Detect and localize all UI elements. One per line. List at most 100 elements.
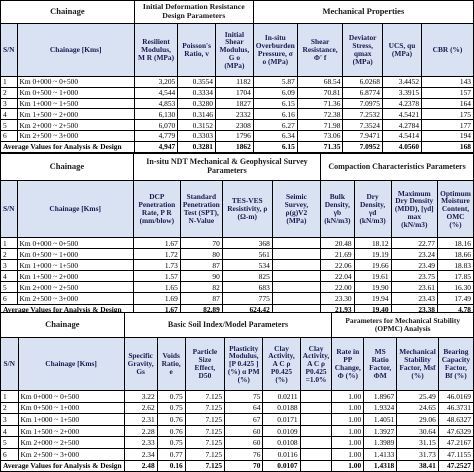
table-cell: 7.125 xyxy=(184,401,226,415)
table-cell: 1.67 xyxy=(132,236,181,250)
table-row: 1 Km 0+000 ~ 0+500 3.22 0.75 7.125 75 0.0211 1.… xyxy=(0,390,474,403)
table-cell: 17.85 xyxy=(436,270,474,283)
table-cell: 2.33 xyxy=(123,436,158,449)
row-sn: 3 xyxy=(0,413,19,426)
compaction-group-header: Compaction Characteristics Parameters xyxy=(320,153,474,181)
row-chainage: Km 1+000 ~ 1+500 xyxy=(16,97,135,110)
average-label: Average Values for Analysis & Design xyxy=(0,459,125,472)
table-row: 5 Km 2+000 ~ 2+500 1.65 82 683 22.00 19.90 23.6… xyxy=(0,281,474,294)
table-cell: 1.00 xyxy=(331,447,365,461)
table-cell xyxy=(299,390,333,403)
table-cell: 1.65 xyxy=(132,281,181,294)
table-cell: 80 xyxy=(179,248,223,261)
table-cell: 67 xyxy=(224,413,264,426)
row-chainage: Km 0+500 ~ 1+000 xyxy=(16,86,135,99)
table-cell: 6.15 xyxy=(252,97,298,110)
row-chainage: Km 0+000 ~ 0+500 xyxy=(16,236,134,250)
average-cell: 4.0560 xyxy=(381,140,423,153)
table-cell: 0.75 xyxy=(156,390,186,403)
table-cell: 19.66 xyxy=(353,259,392,272)
row-sn: 3 xyxy=(0,259,18,272)
table-cell xyxy=(271,259,322,272)
table-cell: 6.0268 xyxy=(342,76,383,88)
row-chainage: Km 1+000 ~ 1+500 xyxy=(16,259,134,272)
table-cell: 31.15 xyxy=(396,436,439,449)
table-cell: 22.04 xyxy=(320,270,355,283)
col-header: Resilient Modulus, M R (MPa) xyxy=(133,23,179,77)
row-chainage: Km 2+000 ~ 2+500 xyxy=(16,119,135,131)
table-cell: 1.00 xyxy=(331,436,365,449)
table-cell: 177 xyxy=(421,119,474,131)
table-cell: 7.2532 xyxy=(342,108,383,121)
average-cell: 0.0107 xyxy=(262,459,301,472)
table-cell: 5.87 xyxy=(252,76,298,88)
table-cell: 82 xyxy=(179,281,223,294)
col-header: Clay Activity, A C ρ P0.425 (%) xyxy=(262,337,301,391)
table-cell: 46.0169 xyxy=(437,390,474,403)
table-cell: 24.65 xyxy=(396,401,439,415)
deformation-group-header: Initial Deformation Resistance Design Pa… xyxy=(133,0,254,24)
row-chainage: Km 2+000 ~ 2+500 xyxy=(17,436,125,449)
table-cell: 1827 xyxy=(214,97,254,110)
average-cell: 0.16 xyxy=(156,459,186,472)
col-header: Bearing Capacity Factor, Bf (%) xyxy=(437,337,474,391)
row-sn: 2 xyxy=(0,248,18,261)
table-cell: 534 xyxy=(221,259,273,272)
col-header: Particle Size Effect, D50 xyxy=(184,337,226,391)
table-cell: 2.62 xyxy=(123,401,158,415)
average-row: Average Values for Analysis & Design 4,94… xyxy=(0,140,474,153)
table-cell: 164 xyxy=(421,97,474,110)
table-cell: 23.49 xyxy=(390,259,438,272)
table-row: 6 Km 2+500 ~ 3+000 2.34 0.77 7.125 76 0.0116 1.… xyxy=(0,447,474,461)
table-cell: 6.34 xyxy=(252,129,298,142)
table-row: 3 Km 1+000 ~ 1+500 4,853 0.3280 1827 6.15 71.3… xyxy=(0,97,474,110)
row-chainage: Km 2+500 ~ 3+000 xyxy=(17,447,125,461)
col-header: Poisson's Ratio, v xyxy=(177,23,216,77)
table-cell: 1.3927 xyxy=(363,424,398,438)
table-cell: 25.49 xyxy=(396,390,439,403)
table-cell: 2.28 xyxy=(123,424,158,438)
row-sn: 4 xyxy=(0,424,19,438)
col-header: Specific Gravity, Gs xyxy=(123,337,158,391)
table-cell: 64 xyxy=(224,401,264,415)
table-cell: 4.5421 xyxy=(381,108,423,121)
table-cell: 73.06 xyxy=(296,129,344,142)
table-cell: 775 xyxy=(221,292,273,305)
row-chainage: Km 2+000 ~ 2+500 xyxy=(16,281,134,294)
table-ndt-compaction: Chainage In-situ NDT Mechanical & Geophy… xyxy=(0,153,474,316)
col-header: Voids Ratio, e xyxy=(156,337,186,391)
table-cell: 18.12 xyxy=(353,236,392,250)
index-group-header: Basic Soil Index/Model Parameters xyxy=(123,312,333,338)
table-cell: 20.48 xyxy=(320,236,355,250)
table-cell xyxy=(271,236,322,250)
table-cell: 0.0108 xyxy=(262,436,301,449)
table-cell: 6.09 xyxy=(252,86,298,99)
table-mechanical-properties: Chainage Initial Deformation Resistance … xyxy=(0,0,474,153)
table-cell: 0.3146 xyxy=(177,108,216,121)
table-cell: 7.3524 xyxy=(342,119,383,131)
table-cell: 47.1155 xyxy=(437,447,474,461)
table-cell: 4,779 xyxy=(133,129,179,142)
table-cell xyxy=(271,292,322,305)
table-cell: 0.0171 xyxy=(262,413,301,426)
table-cell: 4.2378 xyxy=(381,97,423,110)
table-cell: 31.73 xyxy=(396,447,439,461)
table-cell: 23.24 xyxy=(390,248,438,261)
table-cell xyxy=(299,424,333,438)
table-cell: 175 xyxy=(421,108,474,121)
col-header: Mechanical Stability Factor, Msf (%) xyxy=(396,337,439,391)
average-cell: 168 xyxy=(421,140,474,153)
table-cell: 157 xyxy=(421,86,474,99)
table-cell: 7.125 xyxy=(184,447,226,461)
table-cell: 47.6329 xyxy=(437,424,474,438)
table-cell: 194 xyxy=(421,129,474,142)
table-row: 6 Km 2+500 ~ 3+000 4,779 0.3303 1796 6.34 73.0… xyxy=(0,129,474,142)
row-sn: 1 xyxy=(0,76,18,88)
table-cell: 87 xyxy=(179,259,223,272)
average-cell: 7.125 xyxy=(184,459,226,472)
table-cell: 22.77 xyxy=(390,236,438,250)
table-cell: 6.8774 xyxy=(342,86,383,99)
table-cell: 7.0975 xyxy=(342,97,383,110)
col-header: Maximum Dry Density (MDD), [γd] max (kN/… xyxy=(390,180,438,238)
table-cell: 48.6327 xyxy=(437,413,474,426)
